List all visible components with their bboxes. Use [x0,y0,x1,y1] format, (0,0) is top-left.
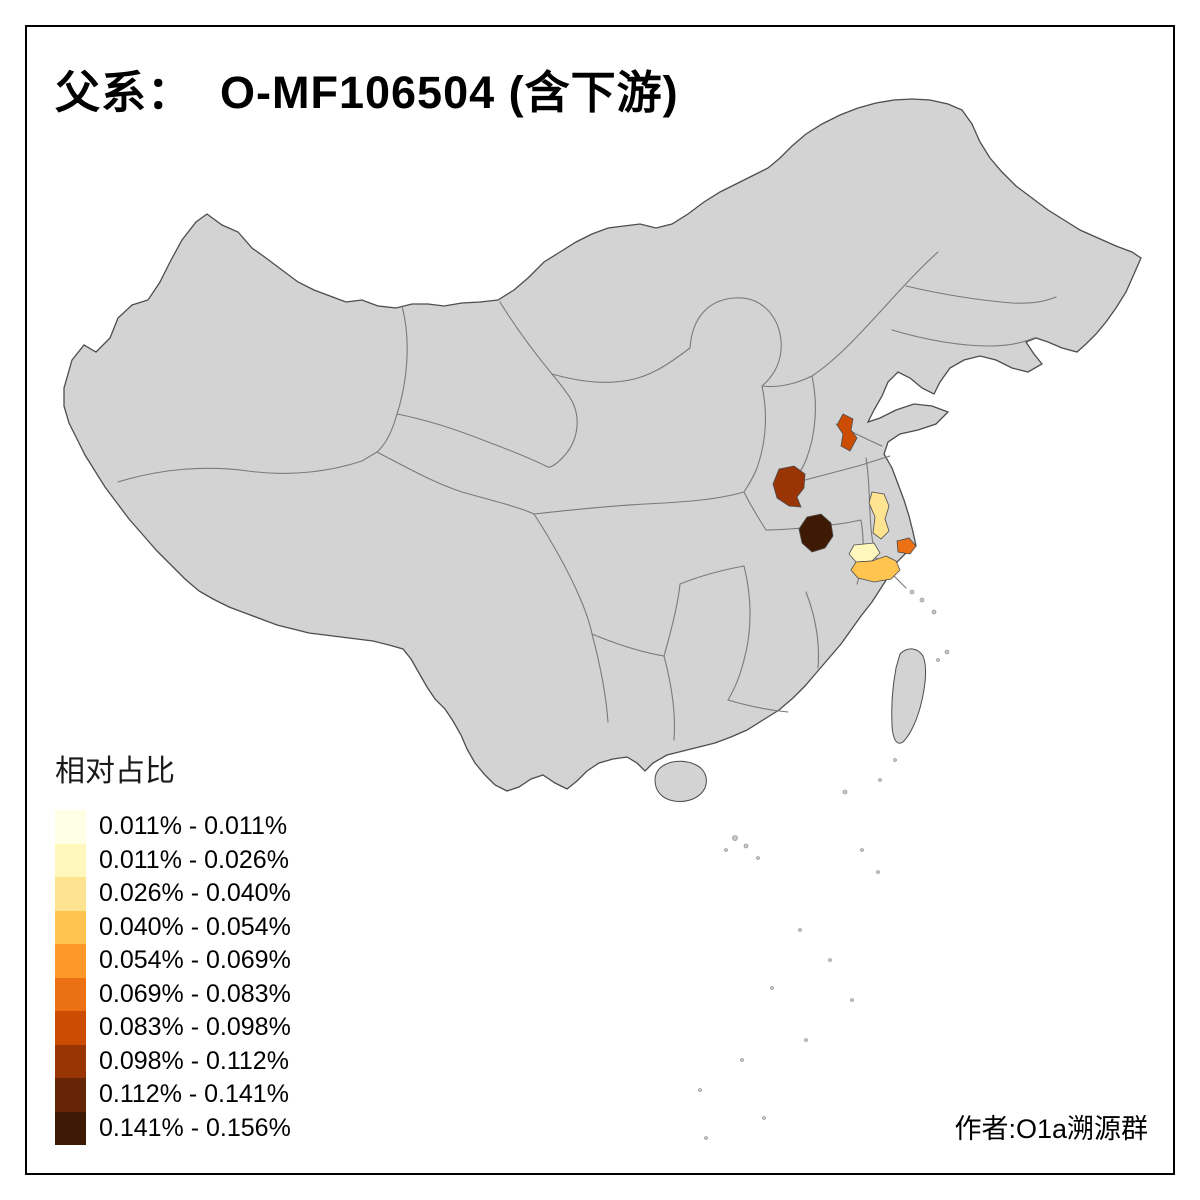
legend-item: 0.098% - 0.112% [55,1044,291,1078]
highlight-regions [772,413,917,583]
highlight-region-jiangsu-north [868,491,890,540]
legend-swatch [55,843,86,877]
legend-label: 0.040% - 0.054% [99,912,291,941]
legend-item: 0.054% - 0.069% [55,944,291,978]
legend-swatch [55,944,86,978]
legend-swatch [55,977,86,1011]
author-credit: 作者:O1a溯源群 [954,1114,1148,1144]
legend-item: 0.011% - 0.026% [55,843,291,877]
legend-label: 0.011% - 0.026% [99,845,289,874]
legend-label: 0.141% - 0.156% [99,1113,291,1142]
legend-item: 0.112% - 0.141% [55,1078,291,1112]
highlight-region-shanghai [896,537,917,555]
legend-swatch [55,1111,86,1145]
highlight-region-shandong [836,413,858,452]
legend-item: 0.141% - 0.156% [55,1111,291,1145]
legend-swatch [55,877,86,911]
legend-label: 0.069% - 0.083% [99,979,291,1008]
legend-swatch [55,1011,86,1045]
legend-swatch [55,1044,86,1078]
mainland-shape [63,98,1142,792]
legend-label: 0.054% - 0.069% [99,946,291,975]
legend-label: 0.011% - 0.011% [99,812,288,841]
legend-label: 0.098% - 0.112% [99,1046,289,1075]
legend-item: 0.069% - 0.083% [55,977,291,1011]
legend: 相对占比 0.011% - 0.011% 0.011% - 0.026% 0.026… [55,746,291,1145]
highlight-region-henan [772,465,806,508]
legend-label: 0.083% - 0.098% [99,1013,291,1042]
legend-item: 0.011% - 0.011% [55,810,291,844]
small-islands [698,589,950,1140]
taiwan-island [891,648,926,744]
page-title: 父系： O-MF106504 (含下游) [55,67,679,118]
legend-label: 0.026% - 0.040% [99,879,291,908]
legend-title: 相对占比 [55,755,175,788]
mainland-outline [63,98,1142,792]
legend-rows: 0.011% - 0.011% 0.011% - 0.026% 0.026% - 0… [55,810,291,1145]
legend-item: 0.026% - 0.040% [55,877,291,911]
highlight-region-jiangsu-south [850,555,901,583]
province-borders [117,251,1057,741]
highlight-region-henan-south [798,513,834,553]
legend-item: 0.040% - 0.054% [55,910,291,944]
hainan-island [654,760,707,802]
legend-swatch [55,810,86,844]
islands [654,589,950,1140]
legend-label: 0.112% - 0.141% [99,1080,289,1109]
legend-swatch [55,910,86,944]
legend-swatch [55,1078,86,1112]
legend-item: 0.083% - 0.098% [55,1011,291,1045]
